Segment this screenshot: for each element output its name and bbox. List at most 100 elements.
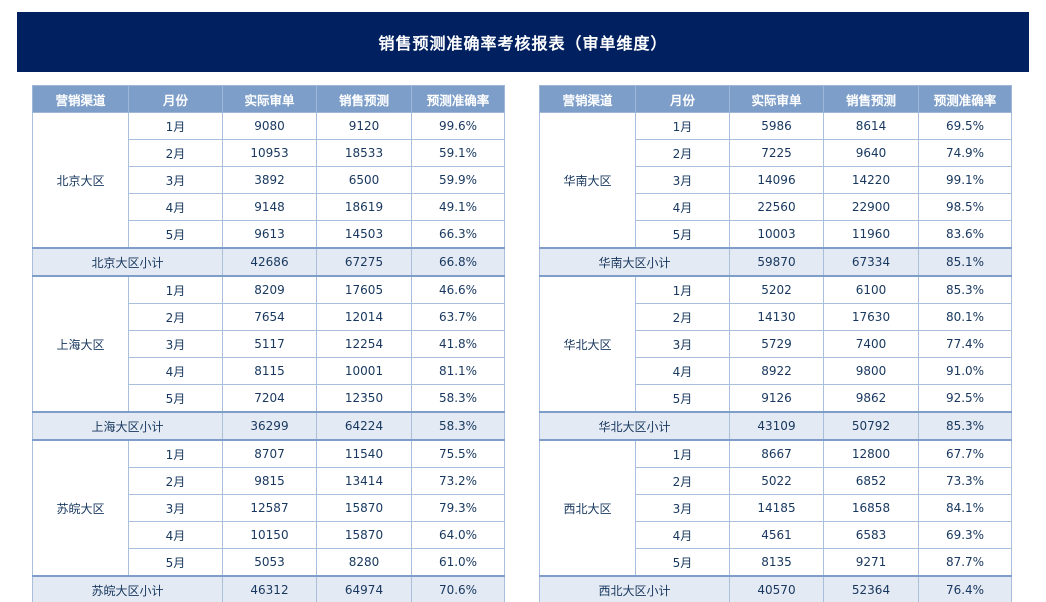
- subtotal-accuracy-cell: 70.6%: [411, 575, 505, 602]
- month-cell: 5月: [128, 220, 223, 249]
- column-header: 营销渠道: [32, 85, 129, 113]
- subtotal-accuracy-cell: 58.3%: [411, 411, 505, 441]
- accuracy-cell: 84.1%: [918, 494, 1012, 522]
- month-row: 上海大区 1月 8209 17605 46.6%: [32, 275, 505, 413]
- subtotal-label-cell: 上海大区小计: [32, 411, 223, 441]
- month-cell: 2月: [635, 467, 730, 495]
- accuracy-cell: 73.2%: [411, 467, 505, 495]
- month-cell: 4月: [128, 193, 223, 221]
- actual-cell: 5022: [729, 467, 824, 495]
- forecast-cell: 18533: [316, 139, 412, 167]
- subtotal-actual-cell: 43109: [729, 411, 824, 441]
- month-cell: 4月: [635, 193, 730, 221]
- subtotal-label-cell: 华南大区小计: [539, 247, 730, 277]
- month-row: 3月 5117 12254 41.8%: [33, 330, 505, 358]
- forecast-cell: 7400: [823, 330, 919, 358]
- month-row: 2月 9815 13414 73.2%: [33, 467, 505, 495]
- accuracy-cell: 99.6%: [411, 112, 505, 140]
- subtotal-forecast-cell: 52364: [823, 575, 919, 602]
- accuracy-cell: 59.9%: [411, 166, 505, 194]
- month-row: 3月 14185 16858 84.1%: [540, 494, 1012, 522]
- forecast-cell: 22900: [823, 193, 919, 221]
- accuracy-cell: 74.9%: [918, 139, 1012, 167]
- subtotal-accuracy-cell: 85.1%: [918, 247, 1012, 277]
- actual-cell: 8209: [222, 275, 317, 304]
- month-row: 4月 8922 9800 91.0%: [540, 357, 1012, 385]
- actual-cell: 8115: [222, 357, 317, 385]
- forecast-cell: 16858: [823, 494, 919, 522]
- month-cell: 4月: [128, 521, 223, 549]
- actual-cell: 10953: [222, 139, 317, 167]
- forecast-cell: 8614: [823, 112, 919, 140]
- month-cell: 1月: [128, 112, 223, 140]
- month-cell: 2月: [635, 303, 730, 331]
- month-cell: 5月: [635, 384, 730, 413]
- forecast-cell: 11960: [823, 220, 919, 249]
- forecast-cell: 11540: [316, 439, 412, 468]
- forecast-cell: 9862: [823, 384, 919, 413]
- forecast-cell: 17605: [316, 275, 412, 304]
- subtotal-row: 华南大区小计 59870 67334 85.1%: [539, 247, 1012, 277]
- month-cell: 3月: [128, 166, 223, 194]
- forecast-cell: 14503: [316, 220, 412, 249]
- actual-cell: 3892: [222, 166, 317, 194]
- accuracy-cell: 64.0%: [411, 521, 505, 549]
- actual-cell: 8667: [729, 439, 824, 468]
- month-cell: 4月: [635, 357, 730, 385]
- actual-cell: 8922: [729, 357, 824, 385]
- column-header: 预测准确率: [411, 85, 505, 113]
- forecast-cell: 8280: [316, 548, 412, 577]
- column-header: 月份: [128, 85, 223, 113]
- forecast-cell: 14220: [823, 166, 919, 194]
- subtotal-forecast-cell: 64974: [316, 575, 412, 602]
- accuracy-cell: 66.3%: [411, 220, 505, 249]
- accuracy-cell: 58.3%: [411, 384, 505, 413]
- subtotal-forecast-cell: 50792: [823, 411, 919, 441]
- subtotal-label-cell: 西北大区小计: [539, 575, 730, 602]
- accuracy-cell: 69.5%: [918, 112, 1012, 140]
- accuracy-cell: 46.6%: [411, 275, 505, 304]
- forecast-cell: 6500: [316, 166, 412, 194]
- month-row: 华北大区 1月 5202 6100 85.3%: [539, 275, 1012, 413]
- forecast-cell: 6100: [823, 275, 919, 304]
- month-row: 3月 3892 6500 59.9%: [33, 166, 505, 194]
- accuracy-cell: 69.3%: [918, 521, 1012, 549]
- actual-cell: 9080: [222, 112, 317, 140]
- accuracy-cell: 85.3%: [918, 275, 1012, 304]
- actual-cell: 5053: [222, 548, 317, 577]
- column-header: 销售预测: [316, 85, 412, 113]
- column-header: 实际审单: [729, 85, 824, 113]
- forecast-cell: 9120: [316, 112, 412, 140]
- actual-cell: 9815: [222, 467, 317, 495]
- subtotal-actual-cell: 46312: [222, 575, 317, 602]
- header-row: 营销渠道 月份 实际审单 销售预测 预测准确率: [539, 85, 1012, 113]
- forecast-cell: 9640: [823, 139, 919, 167]
- month-cell: 3月: [635, 166, 730, 194]
- actual-cell: 10150: [222, 521, 317, 549]
- subtotal-accuracy-cell: 85.3%: [918, 411, 1012, 441]
- month-row: 5月 8135 9271 87.7%: [540, 548, 1012, 577]
- accuracy-cell: 67.7%: [918, 439, 1012, 468]
- month-row: 5月 10003 11960 83.6%: [540, 220, 1012, 249]
- accuracy-cell: 81.1%: [411, 357, 505, 385]
- actual-cell: 12587: [222, 494, 317, 522]
- actual-cell: 14185: [729, 494, 824, 522]
- accuracy-cell: 80.1%: [918, 303, 1012, 331]
- month-row: 2月 7225 9640 74.9%: [540, 139, 1012, 167]
- column-header: 销售预测: [823, 85, 919, 113]
- subtotal-forecast-cell: 67334: [823, 247, 919, 277]
- month-cell: 5月: [128, 384, 223, 413]
- actual-cell: 7204: [222, 384, 317, 413]
- forecast-cell: 15870: [316, 494, 412, 522]
- subtotal-forecast-cell: 64224: [316, 411, 412, 441]
- month-cell: 1月: [635, 112, 730, 140]
- subtotal-row: 苏皖大区小计 46312 64974 70.6%: [32, 575, 505, 602]
- month-cell: 2月: [128, 467, 223, 495]
- month-cell: 2月: [128, 139, 223, 167]
- forecast-cell: 13414: [316, 467, 412, 495]
- month-cell: 2月: [128, 303, 223, 331]
- actual-cell: 10003: [729, 220, 824, 249]
- accuracy-cell: 77.4%: [918, 330, 1012, 358]
- month-row: 5月 5053 8280 61.0%: [33, 548, 505, 577]
- accuracy-cell: 59.1%: [411, 139, 505, 167]
